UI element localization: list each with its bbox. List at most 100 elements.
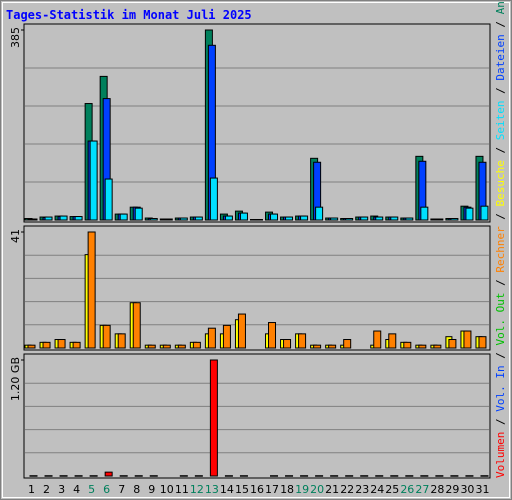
x-tick-label: 21 [325,483,339,496]
y-tick-label: 385 [9,27,22,48]
bar [224,215,233,221]
legend-entry: Rechner [494,226,507,273]
bar [72,341,81,349]
bar [405,475,414,477]
bar [450,218,459,221]
bar [149,475,158,477]
x-tick-label: 18 [280,483,294,496]
x-tick-label: 27 [415,483,429,496]
bar [450,475,459,477]
bar [147,344,156,349]
bar [268,322,277,349]
panel-frame [23,353,491,479]
bar [239,475,248,477]
bar [435,218,444,221]
bar [177,344,186,349]
y-tick-label: 1.20 GB [9,357,22,401]
bar [390,216,399,221]
bar [315,206,324,221]
bar [209,177,218,221]
bar [134,475,143,477]
bar [465,207,474,221]
bar [298,333,307,349]
bar [360,475,369,477]
bar [270,475,279,477]
bar [74,216,83,221]
bar [418,344,427,349]
x-tick-label: 6 [103,483,110,496]
bar [285,216,294,221]
bar [132,302,141,349]
bar [360,216,369,221]
bar [149,218,158,221]
x-tick-label: 2 [43,483,50,496]
bar [300,475,309,477]
legend-separator: / [494,273,507,293]
bar [119,213,128,221]
bar [192,341,201,349]
bar [420,206,429,221]
bar [375,475,384,477]
bar [300,215,309,221]
x-tick-label: 4 [73,483,80,496]
bar [87,231,96,349]
bar [194,216,203,221]
legend-separator: / [494,412,507,432]
legend-separator: / [494,14,507,34]
x-tick-label: 3 [58,483,65,496]
bar [237,313,246,349]
bar [343,339,352,349]
legend-entry: Dateien [494,34,507,80]
bar [328,344,337,349]
x-tick-label: 15 [235,483,249,496]
bar [345,475,354,477]
bar [330,217,339,221]
bar [89,475,98,477]
x-tick-label: 7 [118,483,125,496]
bar [29,475,38,477]
bar [44,216,53,221]
bar [104,471,113,477]
bar [270,213,279,221]
bar [403,341,412,349]
bar [313,344,322,349]
x-tick-label: 8 [133,483,140,496]
bar [59,475,68,477]
bar [59,215,68,221]
legend-entry: Vol. Out [494,293,507,346]
bar [102,324,111,349]
x-tick-label: 14 [220,483,234,496]
bar [209,359,218,477]
bar [448,339,457,349]
legend-separator: / [494,81,507,101]
bar [463,330,472,349]
x-tick-label: 22 [340,483,354,496]
legend: Volumen / Vol. In / Vol. Out / Rechner /… [494,0,507,478]
bar [254,219,263,221]
bar [345,218,354,221]
bar [375,216,384,221]
x-tick-label: 12 [190,483,204,496]
x-tick-label: 10 [160,483,174,496]
y-tick-label: 41 [9,229,22,243]
legend-entry: Vol. In [494,365,507,411]
bar [330,475,339,477]
x-tick-label: 23 [355,483,369,496]
bar [390,475,399,477]
bar [194,475,203,477]
x-tick-label: 9 [148,483,155,496]
bar [44,475,53,477]
chart-title: Tages-Statistik im Monat Juli 2025 [6,8,252,22]
legend-entry: Besuche [494,160,507,206]
bar [283,339,292,349]
bar [27,344,36,349]
bar [373,330,382,349]
bar [480,205,489,221]
x-tick-label: 29 [445,483,459,496]
bar [162,344,171,349]
legend-separator: / [494,140,507,160]
bar [119,475,128,477]
x-tick-label: 24 [370,483,384,496]
x-tick-label: 11 [175,483,189,496]
bar [74,475,83,477]
